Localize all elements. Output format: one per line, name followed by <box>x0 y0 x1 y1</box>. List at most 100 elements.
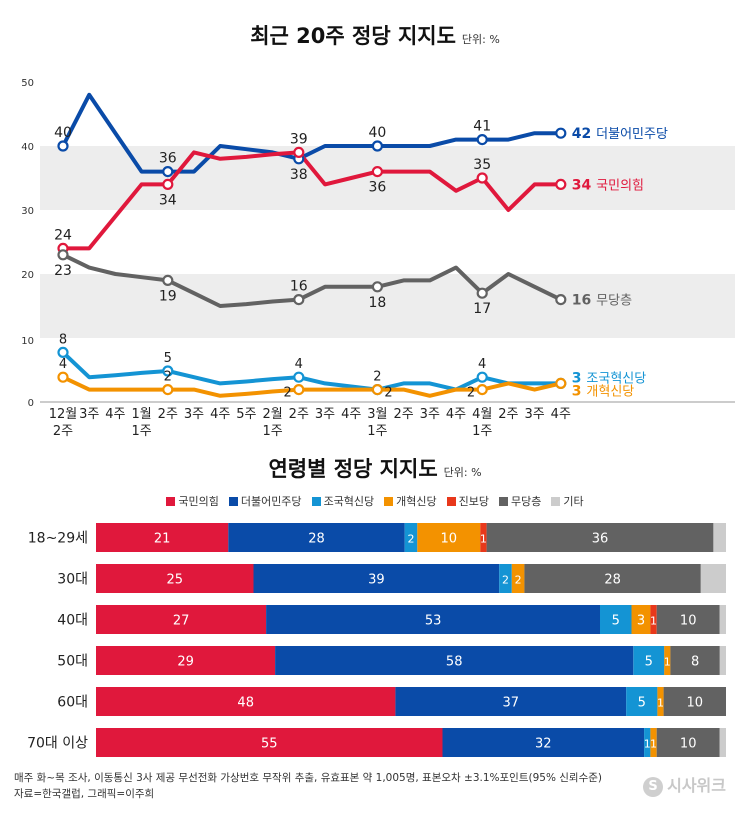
category-label: 18~29세 <box>28 531 88 547</box>
data-label: 2 <box>284 386 292 401</box>
bar-value-label: 5 <box>612 614 620 629</box>
bar-segment <box>657 687 664 716</box>
bar-value-label: 10 <box>680 614 697 629</box>
data-label: 4 <box>59 357 67 372</box>
bar-segment <box>266 605 600 634</box>
bar-value-label: 37 <box>503 696 520 711</box>
data-label: 16 <box>290 279 308 295</box>
series-end-value: 16 <box>572 293 596 309</box>
x-tick-label: 2월 <box>262 407 282 422</box>
series-name: 국민의힘 <box>596 178 644 193</box>
series-end-value: 3 <box>572 383 587 399</box>
line-chart: 20 30 40 50 0 10 12월 2주 3주 4주 1월 1주 2주 3주 4주 5주 2월 1주 2주 3주… <box>21 78 735 439</box>
bar-segment <box>228 523 405 552</box>
data-point-marker <box>293 371 305 383</box>
bar-segment <box>511 564 525 593</box>
x-tick-label: 3주 <box>524 407 544 422</box>
bar-segment <box>633 646 665 675</box>
bar-segment <box>96 523 229 552</box>
data-point-marker <box>555 294 567 306</box>
data-point-marker <box>57 140 69 152</box>
legend-swatch <box>499 497 509 506</box>
logo-mark: S <box>643 777 664 797</box>
legend-label: 진보당 <box>458 495 490 508</box>
band-20-30 <box>40 210 735 274</box>
data-point-marker <box>555 127 567 139</box>
bar-segment <box>719 728 726 757</box>
bar-segment <box>253 564 500 593</box>
bar-segment <box>442 728 645 757</box>
data-point-marker <box>555 178 567 191</box>
bar-value-label: 58 <box>446 655 463 670</box>
bar-value-label: 21 <box>154 532 171 547</box>
data-label: 35 <box>473 157 491 173</box>
series-end-label: 42 더불어민주당 <box>572 126 668 142</box>
bar-segment <box>486 523 714 552</box>
data-point-marker <box>162 165 174 178</box>
y-tick-label: 20 <box>21 270 34 281</box>
category-label: 30대 <box>57 572 88 588</box>
data-label: 4 <box>478 357 486 372</box>
data-point-marker <box>162 365 174 377</box>
legend-swatch <box>384 497 394 506</box>
x-tick-label: 4주 <box>446 407 466 422</box>
data-label: 38 <box>290 167 308 183</box>
bar-value-label: 3 <box>637 614 645 629</box>
bar-segment <box>670 646 720 675</box>
x-tick-label: 3주 <box>184 407 204 422</box>
data-label: 2 <box>384 386 392 401</box>
x-tick-label: 1월 <box>131 407 151 422</box>
top-chart-unit: 단위: % <box>461 33 500 46</box>
x-tick-label: 3주 <box>315 407 335 422</box>
bar-segment <box>275 646 634 675</box>
series-line-무당층 <box>62 253 562 308</box>
data-point-marker <box>57 371 69 383</box>
bar-value-label: 10 <box>441 532 458 547</box>
y-tick-label: 30 <box>21 206 34 217</box>
bar-value-label: 29 <box>177 655 194 670</box>
x-tick-label: 1주 <box>131 424 151 439</box>
bar-value-label: 2 <box>408 533 415 546</box>
bar-segment <box>644 728 651 757</box>
bar-value-label: 1 <box>650 738 657 751</box>
bottom-chart-title-block: 연령별 정당 지지도 단위: % <box>0 453 750 483</box>
bar-segment <box>96 646 276 675</box>
band-30-40 <box>40 146 735 210</box>
data-label: 24 <box>54 227 72 243</box>
bar-segment <box>631 605 651 634</box>
bar-segment <box>650 728 657 757</box>
data-point-marker <box>371 165 383 178</box>
series-end-label: 34 국민의힘 <box>572 177 644 193</box>
x-tick-label: 2주 <box>53 424 73 439</box>
bar-value-label: 25 <box>167 573 184 588</box>
x-tick-label: 3주 <box>420 407 440 422</box>
data-point-marker <box>293 294 305 306</box>
x-tick-label: 1주 <box>367 424 387 439</box>
y-tick-label: 40 <box>21 142 34 153</box>
bar-value-label: 32 <box>535 737 552 752</box>
x-tick-label: 2주 <box>158 407 178 422</box>
bar-value-label: 5 <box>638 696 646 711</box>
data-label: 2 <box>467 386 475 401</box>
logo-text: 시사위크 <box>667 776 726 795</box>
bar-segment <box>664 646 671 675</box>
data-label: 41 <box>473 119 491 135</box>
bar-value-label: 10 <box>680 737 697 752</box>
bar-segment <box>700 564 726 593</box>
bar-segment <box>524 564 701 593</box>
data-point-marker <box>371 281 383 293</box>
footer-note: 매주 화~목 조사, 이동통신 3사 제공 무선전화 가상번호 무작위 추출, … <box>14 772 602 784</box>
series-name: 무당층 <box>596 294 632 309</box>
bar-segment <box>404 523 418 552</box>
series-name: 개혁신당 <box>586 384 634 399</box>
x-tick-label: 4주 <box>341 407 361 422</box>
x-tick-label: 1주 <box>262 424 282 439</box>
legend-swatch <box>228 497 238 506</box>
x-tick-label: 12월 <box>49 407 78 422</box>
legend-label: 국민의힘 <box>178 495 219 508</box>
bar-value-label: 28 <box>308 532 325 547</box>
bar-value-label: 2 <box>502 574 509 587</box>
data-label: 2 <box>373 370 381 385</box>
data-label: 40 <box>368 125 386 141</box>
